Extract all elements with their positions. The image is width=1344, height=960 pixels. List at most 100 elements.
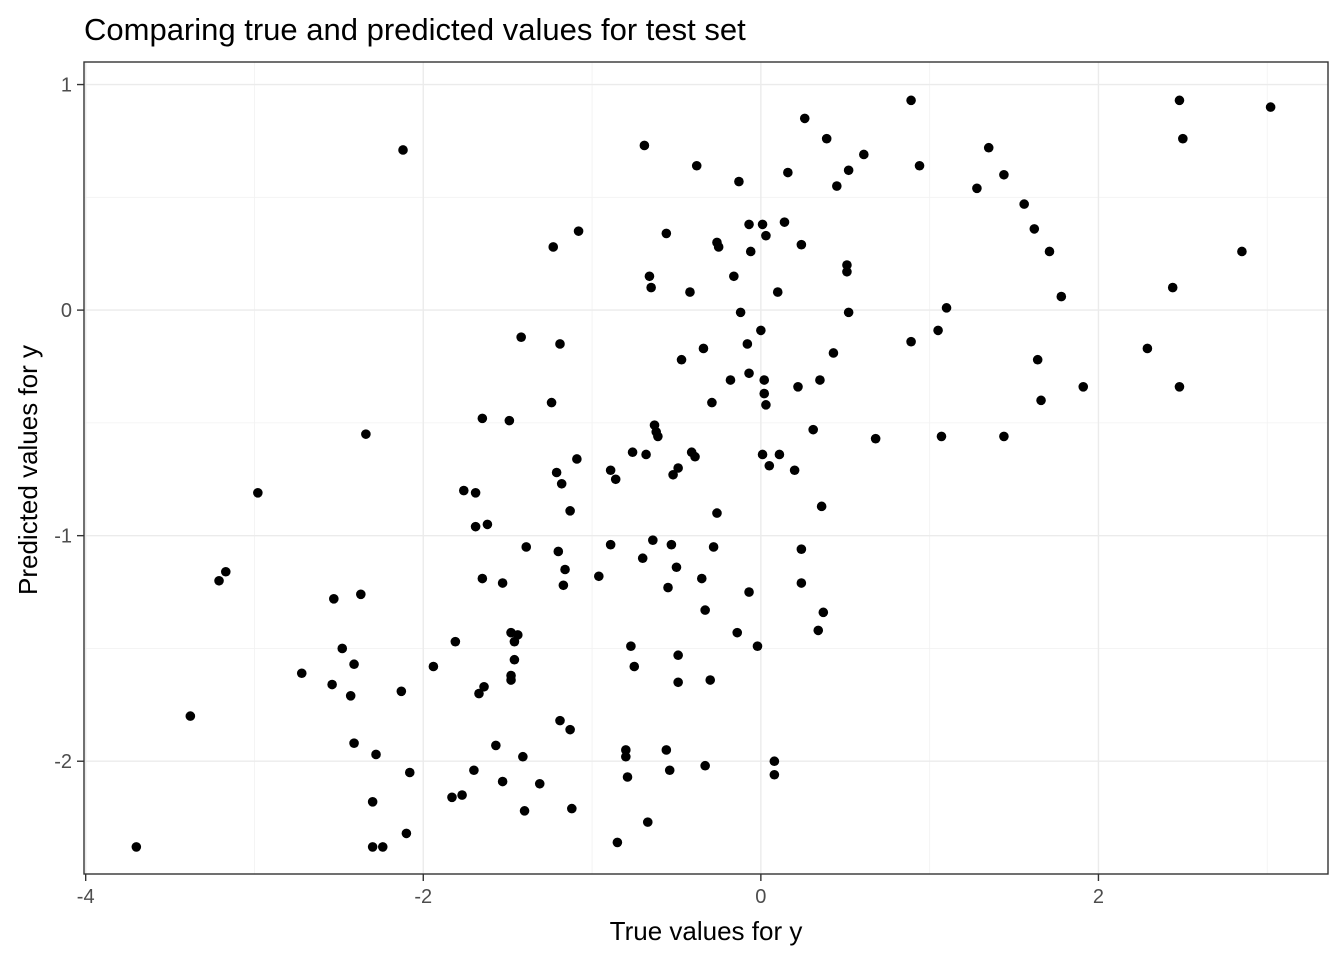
data-point [1078, 382, 1089, 392]
data-point [914, 160, 925, 171]
data-point [329, 594, 339, 604]
data-point [610, 474, 621, 485]
data-points [131, 95, 1276, 852]
data-point [1167, 282, 1178, 293]
data-point [700, 605, 710, 615]
data-point [752, 641, 763, 651]
data-point [534, 778, 545, 789]
data-point [779, 217, 790, 227]
data-point [377, 842, 388, 852]
data-point [131, 842, 142, 852]
data-point [474, 688, 484, 699]
data-point [725, 375, 736, 385]
data-point [734, 176, 744, 187]
data-point [774, 449, 785, 460]
data-point [783, 167, 793, 178]
data-point [663, 582, 673, 593]
data-point [735, 307, 746, 318]
data-point [729, 271, 739, 282]
chart-title: Comparing true and predicted values for … [84, 12, 746, 47]
data-point [705, 675, 716, 685]
data-point [612, 837, 623, 848]
data-point [941, 303, 952, 313]
data-point [796, 578, 807, 588]
data-point [626, 641, 636, 651]
data-point [565, 724, 575, 735]
data-point [815, 375, 825, 385]
data-point [808, 424, 818, 435]
data-point [185, 711, 196, 721]
data-point [327, 679, 337, 690]
data-point [832, 181, 842, 191]
data-point [556, 478, 567, 489]
data-point [664, 765, 675, 776]
data-point [337, 643, 348, 654]
data-point [1056, 291, 1067, 302]
data-point [521, 542, 532, 552]
data-point [646, 282, 656, 293]
data-point [398, 145, 408, 155]
data-point [428, 661, 439, 672]
data-point [477, 413, 488, 424]
data-point [470, 521, 481, 532]
data-point [708, 542, 719, 552]
data-point [666, 539, 677, 550]
data-point [512, 630, 523, 640]
data-point [1029, 224, 1040, 234]
y-tick-label: -2 [54, 751, 72, 773]
data-point [983, 142, 994, 153]
data-point [220, 566, 231, 577]
data-point [469, 765, 479, 776]
data-point [477, 573, 488, 584]
data-point [404, 767, 415, 778]
data-point [673, 677, 683, 688]
data-point [345, 691, 356, 701]
data-point [793, 382, 803, 392]
x-tick-label: -4 [77, 886, 95, 908]
data-point [713, 242, 724, 252]
data-point [450, 636, 461, 647]
data-point [799, 113, 810, 124]
data-point [551, 467, 562, 478]
data-point [296, 668, 307, 679]
data-point [906, 95, 916, 106]
data-point [504, 415, 515, 426]
axis-ticks: -4 -2 0 2 -2 -1 0 1 [54, 75, 1104, 908]
data-point [789, 465, 800, 476]
data-point [744, 368, 754, 379]
data-point [396, 686, 407, 697]
data-point [870, 433, 881, 444]
data-point [761, 400, 771, 410]
data-point [1178, 133, 1188, 144]
data-point [707, 397, 717, 408]
data-point [972, 183, 982, 194]
data-point [560, 564, 570, 575]
data-point [1142, 343, 1153, 354]
data-point [622, 772, 633, 782]
data-point [253, 488, 263, 498]
data-point [999, 431, 1009, 442]
data-point [796, 239, 807, 250]
data-point [491, 740, 501, 751]
plot-panel-border [83, 61, 1329, 875]
data-point [644, 271, 655, 282]
data-point [821, 133, 832, 144]
data-point [447, 792, 457, 803]
y-tick-label: 1 [61, 75, 72, 97]
data-point [1036, 395, 1046, 406]
data-point [567, 803, 577, 814]
x-tick-label: 2 [1093, 886, 1104, 908]
data-point [742, 339, 753, 349]
data-point [757, 219, 768, 230]
data-point [349, 659, 359, 670]
data-point [482, 519, 493, 530]
data-point [479, 681, 489, 692]
data-point [744, 587, 754, 597]
data-point [999, 169, 1009, 180]
data-point [573, 226, 584, 236]
x-tick-label: 0 [755, 886, 766, 908]
data-point [637, 553, 648, 564]
data-point [759, 375, 770, 385]
data-point [497, 776, 508, 787]
